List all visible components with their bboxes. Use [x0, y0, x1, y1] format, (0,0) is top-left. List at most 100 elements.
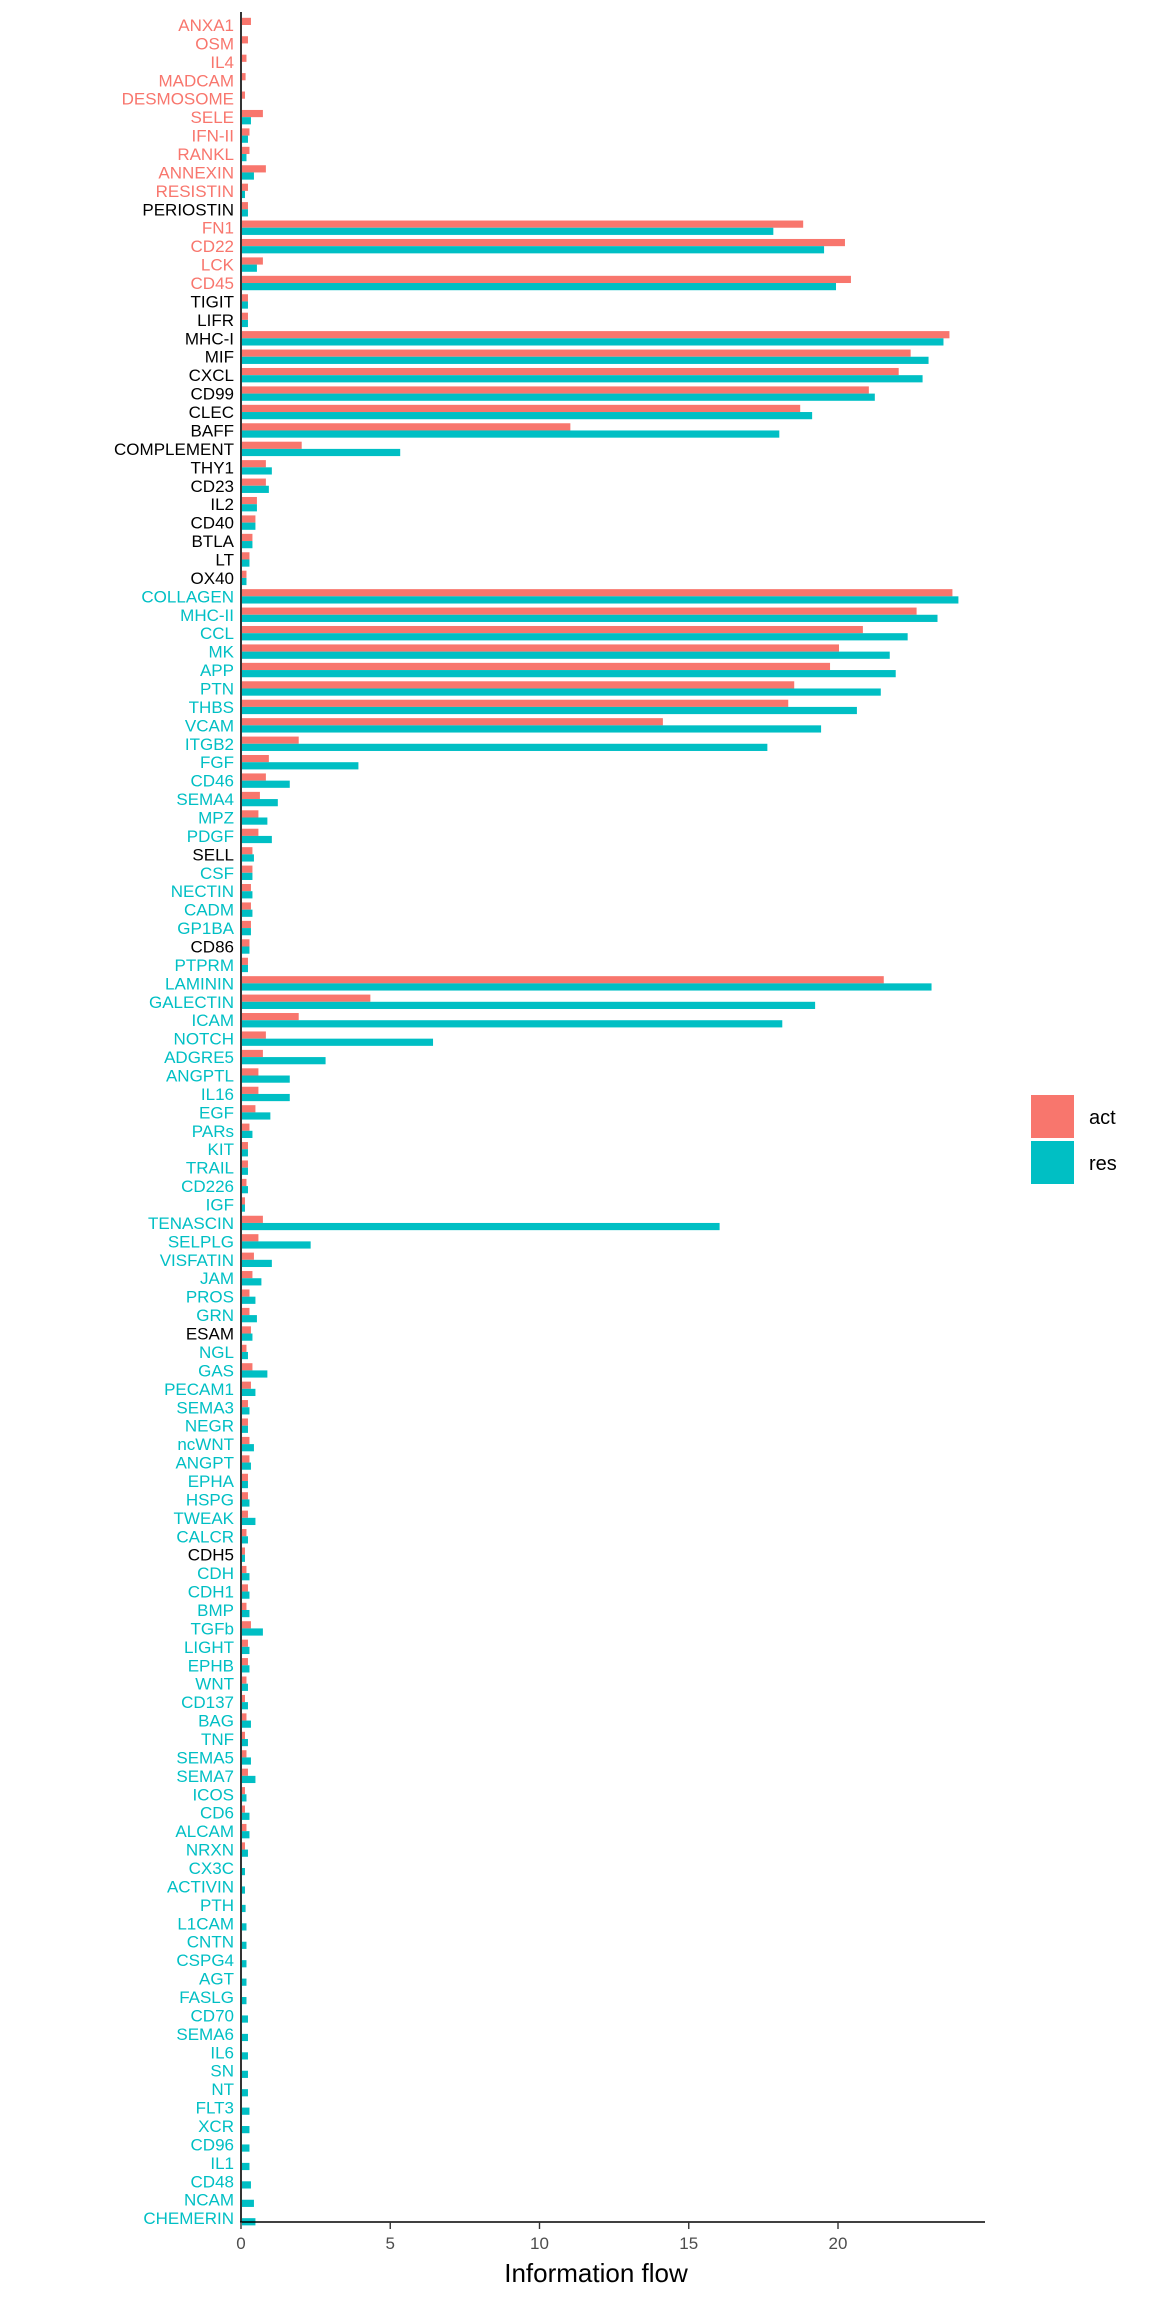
y-tick-label-trail: TRAIL: [186, 1159, 234, 1178]
y-tick-label-thbs: THBS: [189, 698, 234, 717]
bar-res-cd45: [242, 283, 837, 291]
y-tick-label-activin: ACTIVIN: [167, 1877, 234, 1896]
bar-res-cd99: [242, 393, 875, 401]
y-tick-label-flt3: FLT3: [196, 2099, 234, 2118]
bar-res-ox40: [242, 577, 247, 586]
y-tick-label-gp1ba: GP1BA: [177, 919, 234, 938]
bar-act-kit: [242, 1142, 248, 1150]
bar-act-cd6: [242, 1805, 245, 1813]
y-tick-label-adgre5: ADGRE5: [164, 1048, 234, 1067]
bar-act-cxcl: [242, 367, 899, 376]
bar-res-cd96: [242, 2144, 250, 2152]
bar-res-cd40: [242, 522, 256, 530]
bar-act-sema7: [242, 1768, 248, 1776]
bar-res-cd226: [242, 1186, 248, 1194]
y-tick-label-alcam: ALCAM: [175, 1822, 234, 1841]
y-tick-label-cntn: CNTN: [187, 1933, 234, 1952]
y-tick-label-il2: IL2: [210, 495, 234, 514]
bar-res-complement: [242, 448, 401, 457]
bar-act-anxa1: [242, 17, 251, 25]
bar-act-ncwnt: [242, 1436, 250, 1445]
y-tick-label-mpz: MPZ: [198, 808, 234, 827]
bar-res-alcam: [242, 1831, 250, 1839]
y-tick-label-cd45: CD45: [191, 274, 234, 293]
y-tick-label-selplg: SELPLG: [168, 1232, 234, 1251]
bar-act-csf: [242, 865, 253, 873]
bar-res-igf: [242, 1204, 245, 1212]
bar-act-cd40: [242, 515, 256, 523]
bar-res-fn1: [242, 227, 774, 235]
y-tick-label-bmp: BMP: [197, 1601, 234, 1620]
y-tick-label-il4: IL4: [210, 53, 234, 72]
bar-act-negr: [242, 1418, 248, 1426]
bar-act-igf: [242, 1197, 245, 1205]
bar-res-nectin: [242, 891, 253, 899]
bar-res-ccl: [242, 633, 908, 641]
bar-res-collagen: [242, 596, 959, 604]
bar-act-light: [242, 1639, 248, 1647]
y-tick-label-app: APP: [200, 661, 234, 680]
bar-act-thbs: [242, 699, 789, 707]
bar-act-nectin: [242, 884, 251, 892]
bar-res-faslg: [242, 1997, 247, 2005]
bar-act-collagen: [242, 589, 953, 597]
bar-act-epha: [242, 1473, 248, 1481]
y-tick-label-hspg: HSPG: [186, 1490, 234, 1509]
bar-act-vcam: [242, 718, 663, 726]
bar-act-gas: [242, 1363, 253, 1371]
y-tick-label-ccl: CCL: [200, 624, 234, 643]
bar-res-lifr: [242, 319, 248, 328]
bar-res-tweak: [242, 1517, 256, 1526]
bar-act-sema5: [242, 1750, 247, 1758]
bar-res-pecam1: [242, 1388, 256, 1397]
bar-res-gas: [242, 1370, 268, 1378]
bar-res-epha: [242, 1480, 248, 1489]
y-tick-label-itgb2: ITGB2: [185, 735, 234, 754]
bar-act-pecam1: [242, 1381, 251, 1389]
bar-act-cdh1: [242, 1584, 248, 1592]
bar-res-sn: [242, 2070, 248, 2078]
bar-act-desmosome: [242, 91, 245, 99]
bar-act-cd22: [242, 238, 845, 247]
legend-key-res: [1031, 1141, 1074, 1184]
bar-res-ngl: [242, 1351, 248, 1360]
y-tick-label-lck: LCK: [201, 256, 235, 275]
y-tick-label-tweak: TWEAK: [174, 1509, 235, 1528]
bar-act-trail: [242, 1160, 248, 1168]
bar-res-notch: [242, 1038, 434, 1046]
bar-res-periostin: [242, 209, 248, 217]
bar-act-egf: [242, 1105, 256, 1113]
y-tick-label-sn: SN: [210, 2062, 234, 2081]
y-tick-label-agt: AGT: [199, 1970, 234, 1989]
y-tick-label-lifr: LIFR: [197, 311, 234, 330]
bar-res-kit: [242, 1149, 248, 1157]
bar-res-wnt: [242, 1683, 248, 1691]
y-tick-label-cdh1: CDH1: [188, 1583, 234, 1602]
bar-res-cd46: [242, 780, 290, 788]
bar-act-mhc-i: [242, 331, 950, 339]
bar-act-pars: [242, 1123, 250, 1131]
y-tick-label-cd40: CD40: [191, 514, 234, 533]
y-tick-label-faslg: FASLG: [179, 1988, 234, 2007]
x-tick-label-0: 0: [236, 2234, 245, 2253]
y-tick-label-il6: IL6: [210, 2043, 234, 2062]
bar-act-mpz: [242, 810, 259, 818]
bar-res-jam: [242, 1278, 262, 1286]
y-tick-label-ncam: NCAM: [184, 2191, 234, 2210]
y-tick-label-pecam1: PECAM1: [164, 1380, 234, 1399]
y-tick-label-cd137: CD137: [181, 1693, 234, 1712]
bar-act-calcr: [242, 1529, 247, 1537]
legend-key-act: [1031, 1095, 1074, 1138]
bar-act-sema4: [242, 791, 260, 800]
bar-act-ifn-ii: [242, 128, 250, 136]
bar-act-pros: [242, 1289, 250, 1297]
bar-act-cd137: [242, 1694, 245, 1703]
bar-act-tnf: [242, 1731, 245, 1739]
y-tick-label-pdgf: PDGF: [187, 827, 234, 846]
y-tick-label-rankl: RANKL: [177, 145, 234, 164]
y-tick-label-galectin: GALECTIN: [149, 993, 234, 1012]
bar-act-angptl: [242, 1068, 259, 1076]
bar-res-vcam: [242, 725, 822, 733]
bar-res-l1cam: [242, 1923, 247, 1931]
bar-res-pdgf: [242, 835, 272, 844]
